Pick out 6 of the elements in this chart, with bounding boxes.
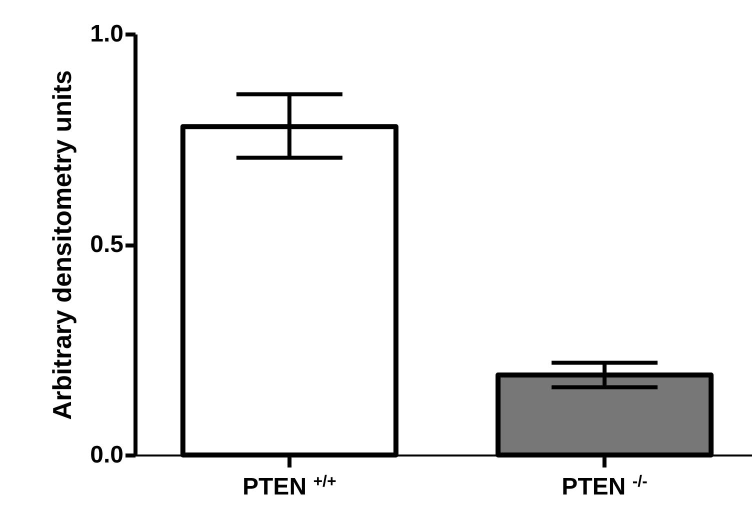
- y-tick-label: 0.5: [90, 231, 124, 258]
- y-axis-title: Arbitrary densitometry units: [47, 70, 78, 420]
- x-tick-label: PTEN $^{+/+}$: [242, 473, 336, 500]
- y-tick-label: 0.0: [90, 442, 124, 468]
- x-tick-label: PTEN $^{-/-}$: [562, 473, 648, 500]
- y-tick-label: 1.0: [90, 20, 124, 48]
